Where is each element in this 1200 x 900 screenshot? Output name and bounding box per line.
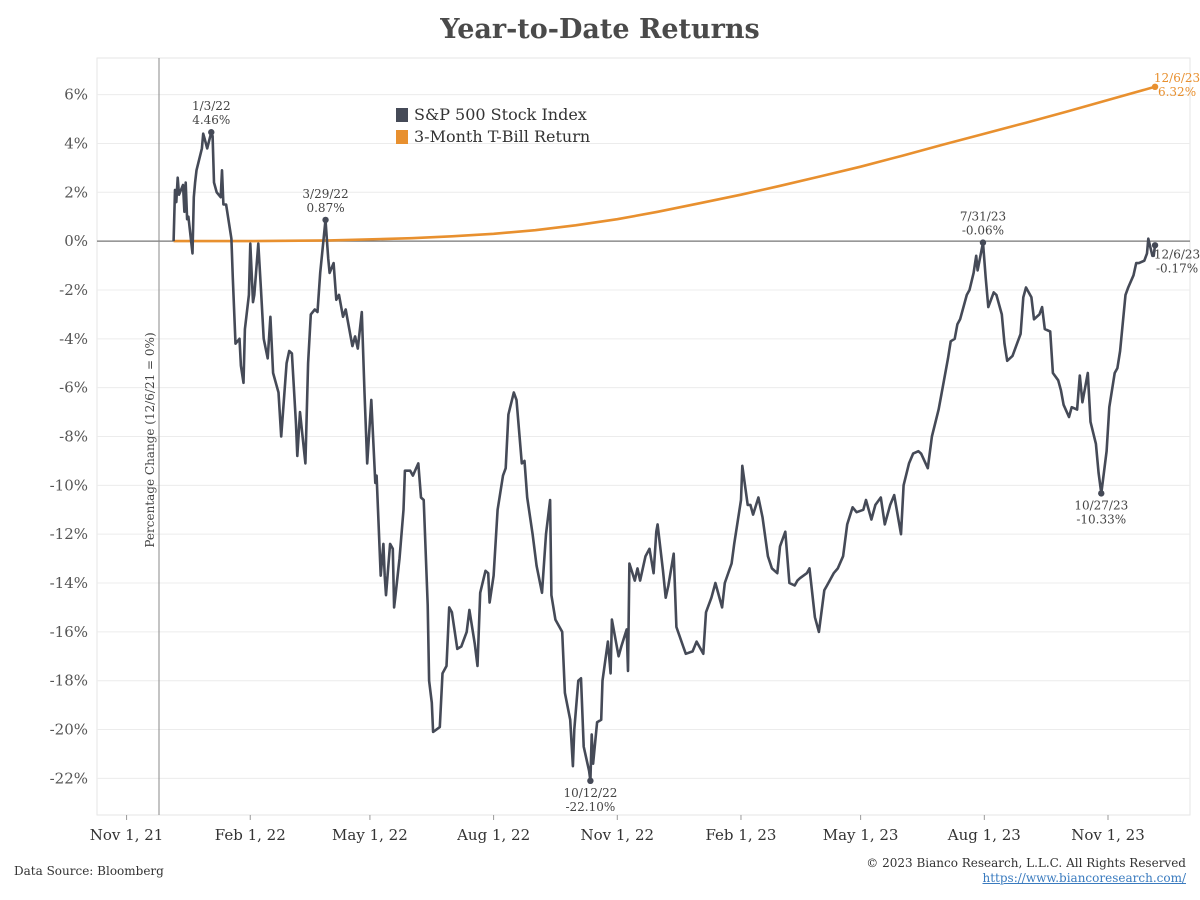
y-tick-label: -14% — [50, 574, 88, 592]
x-tick-label: Aug 1, 23 — [947, 826, 1021, 844]
annotation-date-label: 10/12/22 — [563, 786, 617, 800]
y-tick-label: -6% — [59, 379, 88, 397]
gridlines — [97, 94, 1190, 779]
annotation-date-label: 12/6/23 — [1154, 247, 1200, 261]
legend-swatch — [396, 130, 408, 144]
chart-title: Year-to-Date Returns — [440, 14, 760, 45]
legend-entry: S&P 500 Stock Index — [414, 105, 587, 124]
y-tick-label: 4% — [64, 134, 88, 152]
y-tick-label: 2% — [64, 183, 88, 201]
annotation-value-label: -0.06% — [962, 224, 1004, 238]
y-tick-label: -4% — [59, 330, 88, 348]
annotation-marker — [1098, 490, 1105, 497]
annotation-value-label: -22.10% — [565, 800, 615, 814]
y-tick-label: -8% — [59, 428, 88, 446]
annotation-date-label: 3/29/22 — [302, 187, 348, 201]
annotation-value-label: -0.17% — [1156, 261, 1198, 275]
x-tick-label: May 1, 22 — [332, 826, 408, 844]
annotation-value-label: 4.46% — [192, 113, 230, 127]
x-tick-label: Aug 1, 22 — [456, 826, 530, 844]
data-source-note: Data Source: Bloomberg — [14, 864, 164, 878]
y-tick-label: -22% — [50, 769, 88, 787]
y-tick-label: -18% — [50, 672, 88, 690]
y-tick-label: -10% — [50, 476, 88, 494]
legend-entry: 3-Month T-Bill Return — [414, 127, 590, 146]
annotation-date-label: 1/3/22 — [192, 99, 231, 113]
x-tick-label: Nov 1, 21 — [90, 826, 164, 844]
y-axis-label: Percentage Change (12/6/21 = 0%) — [143, 332, 157, 547]
copyright-note: © 2023 Bianco Research, L.L.C. All Right… — [866, 856, 1186, 870]
annotation-value-label: 6.32% — [1158, 85, 1196, 99]
sp500-series-line — [172, 130, 1157, 783]
annotation-date-label: 10/27/23 — [1074, 498, 1128, 512]
website-link[interactable]: https://www.biancoresearch.com/ — [982, 871, 1186, 885]
y-tick-label: -16% — [50, 623, 88, 641]
y-tick-label: -12% — [50, 525, 88, 543]
legend: S&P 500 Stock Index 3-Month T-Bill Return — [396, 105, 590, 146]
x-tick-label: May 1, 23 — [823, 826, 899, 844]
axes: 6% 4% 2% 0% -2% -4% -6% -8% -10% -12% -14% -16% -18%… — [50, 58, 1145, 844]
annotation-value-label: 0.87% — [306, 201, 344, 215]
annotation-marker — [1151, 83, 1159, 91]
y-tick-label: -20% — [50, 721, 88, 739]
x-tick-label: Nov 1, 23 — [1071, 826, 1145, 844]
annotation-marker — [208, 129, 215, 136]
y-tick-label: 0% — [64, 232, 88, 250]
y-tick-label: 6% — [64, 86, 88, 104]
annotation-marker — [1151, 242, 1159, 249]
x-tick-label: Nov 1, 22 — [580, 826, 654, 844]
tbill-series-line — [173, 85, 1156, 243]
y-tick-label: -2% — [59, 281, 88, 299]
series-lines — [172, 85, 1157, 783]
annotation-value-label: -10.33% — [1076, 512, 1126, 526]
x-tick-label: Feb 1, 23 — [705, 826, 776, 844]
annotation-marker — [587, 777, 594, 785]
annotations: 1/3/224.46% 3/29/220.87% 10/12/22-22.10% 7/… — [192, 71, 1200, 814]
x-tick-label: Feb 1, 22 — [215, 826, 286, 844]
annotation-date-label: 7/31/23 — [960, 210, 1006, 224]
annotation-marker — [322, 216, 329, 224]
legend-swatch — [396, 108, 408, 122]
annotation-date-label: 12/6/23 — [1154, 71, 1200, 85]
annotation-marker — [979, 239, 987, 246]
